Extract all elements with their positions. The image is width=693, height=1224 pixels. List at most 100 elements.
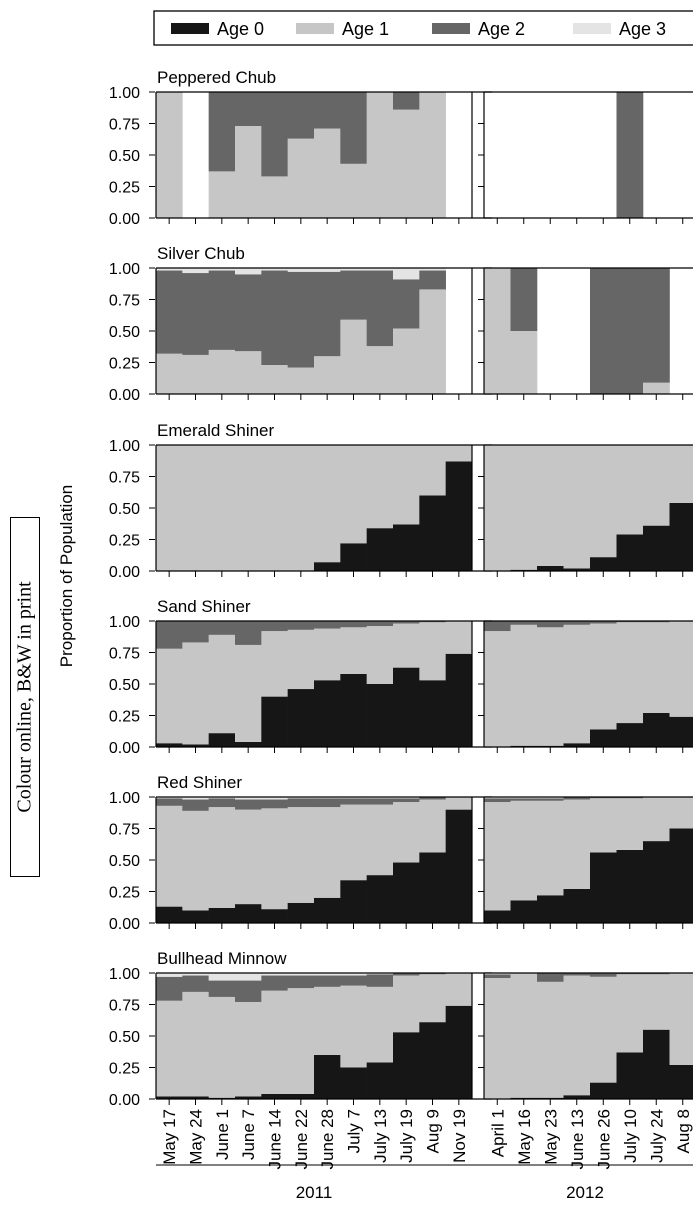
bar-segment-age-2 — [314, 92, 341, 129]
bar-segment-age-2 — [616, 92, 644, 218]
bar-segment-age-2 — [366, 798, 394, 805]
bar-segment-age-0 — [537, 895, 564, 923]
y-tick-label: 1.00 — [109, 966, 140, 983]
bar-segment-age-2 — [393, 92, 420, 110]
bar-segment-age-2 — [590, 621, 617, 624]
y-tick-label: 0.50 — [109, 1029, 140, 1046]
legend-swatch-age-2 — [432, 23, 470, 34]
bar-segment-age-1 — [208, 807, 236, 908]
bar-segment-age-3 — [484, 973, 511, 975]
bar-segment-age-2 — [563, 621, 591, 625]
bar-segment-age-1 — [643, 382, 670, 394]
bar-segment-age-3 — [261, 268, 288, 271]
y-tick-label: 0.00 — [109, 740, 140, 757]
bar-segment-age-3 — [314, 268, 341, 272]
bar-segment-age-1 — [419, 445, 446, 496]
y-tick-label: 0.75 — [109, 293, 140, 310]
bar-segment-age-1 — [510, 331, 538, 394]
bar-segment-age-3 — [393, 268, 420, 280]
bar-segment-age-2 — [393, 621, 420, 624]
bar-segment-age-2 — [182, 621, 209, 643]
bar-segment-age-1 — [287, 367, 315, 394]
bar-segment-age-2 — [340, 798, 367, 805]
bar-segment-age-1 — [445, 797, 473, 810]
y-tick-label: 1.00 — [109, 85, 140, 102]
bar-segment-age-3 — [366, 973, 394, 975]
bar-segment-age-0 — [643, 712, 670, 747]
bar-segment-age-1 — [156, 353, 183, 394]
bar-segment-age-1 — [235, 809, 262, 905]
bar-segment-age-0 — [445, 461, 473, 571]
y-tick-label: 0.25 — [109, 533, 140, 550]
x-tick-label: July 13 — [371, 1109, 390, 1163]
bar-segment-age-0 — [643, 841, 670, 923]
bar-segment-age-1 — [484, 445, 511, 571]
bar-segment-age-1 — [208, 171, 236, 218]
bar-segment-age-0 — [510, 900, 538, 923]
bar-segment-age-1 — [314, 986, 341, 1055]
bar-segment-age-2 — [616, 797, 644, 799]
bar-segment-age-2 — [156, 976, 183, 1001]
bar-segment-age-1 — [419, 622, 446, 681]
bar-segment-age-1 — [419, 92, 446, 218]
x-tick-label: May 23 — [541, 1109, 560, 1165]
bar-segment-age-0 — [563, 743, 591, 747]
bar-segment-age-1 — [366, 92, 394, 218]
bar-segment-age-0 — [616, 849, 644, 923]
bar-segment-age-1 — [156, 92, 183, 218]
bar-segment-age-3 — [235, 797, 262, 800]
legend-swatch-age-3 — [573, 23, 611, 34]
bar-segment-age-1 — [393, 328, 420, 394]
bar-segment-age-0 — [445, 653, 473, 747]
bar-segment-age-1 — [419, 289, 446, 394]
x-tick-label: May 17 — [160, 1109, 179, 1165]
bar-segment-age-1 — [590, 976, 617, 1083]
bar-segment-age-0 — [366, 875, 394, 923]
bar-segment-age-1 — [669, 797, 693, 829]
bar-segment-age-3 — [208, 268, 236, 271]
bar-segment-age-3 — [287, 973, 315, 976]
bar-segment-age-1 — [235, 644, 262, 742]
panel-title: Red Shiner — [157, 773, 242, 792]
bar-segment-age-2 — [484, 798, 511, 803]
bar-segment-age-1 — [484, 631, 511, 747]
bar-segment-age-1 — [445, 973, 473, 1006]
bar-segment-age-2 — [182, 975, 209, 992]
bar-segment-age-0 — [340, 673, 367, 747]
bar-segment-age-0 — [156, 743, 183, 747]
bar-segment-age-3 — [314, 973, 341, 976]
bar-segment-age-1 — [287, 988, 315, 1094]
bar-segment-age-3 — [340, 973, 367, 976]
bar-segment-age-1 — [643, 622, 670, 713]
x-tick-label: June 1 — [213, 1109, 232, 1160]
bar-segment-age-0 — [393, 667, 420, 747]
bar-segment-age-2 — [563, 973, 591, 976]
bar-segment-age-1 — [393, 445, 420, 525]
panel-title: Sand Shiner — [157, 597, 251, 616]
bar-segment-age-0 — [208, 1097, 236, 1099]
bar-segment-age-3 — [287, 268, 315, 272]
bar-segment-age-0 — [182, 910, 209, 923]
bar-segment-age-1 — [616, 622, 644, 724]
x-tick-label: June 22 — [292, 1109, 311, 1170]
bar-segment-age-2 — [537, 973, 564, 982]
bar-segment-age-1 — [340, 445, 367, 544]
bar-segment-age-0 — [669, 502, 693, 571]
bar-segment-age-1 — [590, 445, 617, 558]
legend-label-age-1: Age 1 — [342, 19, 389, 39]
bar-segment-age-1 — [445, 445, 473, 462]
bar-segment-age-2 — [156, 270, 183, 354]
bar-segment-age-1 — [366, 804, 394, 876]
bar-segment-age-2 — [616, 621, 644, 623]
y-tick-label: 0.50 — [109, 853, 140, 870]
bar-segment-age-2 — [235, 980, 262, 1002]
bar-segment-age-1 — [484, 978, 511, 1099]
bar-segment-age-2 — [235, 621, 262, 645]
bar-segment-age-1 — [314, 807, 341, 898]
bar-segment-age-1 — [261, 176, 288, 218]
y-tick-label: 0.00 — [109, 211, 140, 228]
bar-segment-age-0 — [261, 909, 288, 923]
bar-segment-age-1 — [590, 623, 617, 730]
bar-segment-age-2 — [643, 268, 670, 383]
bar-segment-age-0 — [182, 1096, 209, 1099]
